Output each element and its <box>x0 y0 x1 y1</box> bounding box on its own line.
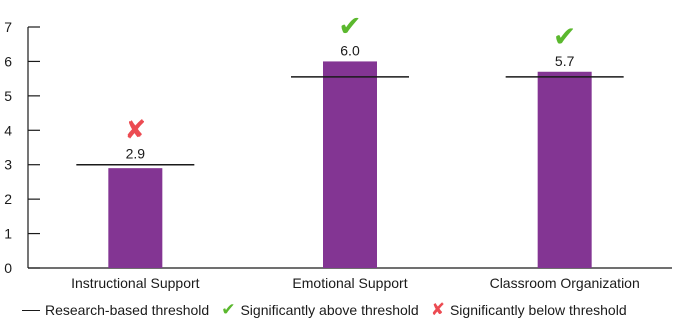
y-tick-label: 5 <box>4 88 12 104</box>
threshold-line-icon <box>22 309 40 311</box>
data-label: 6.0 <box>340 42 360 58</box>
legend-below-label: Significantly below threshold <box>449 302 627 318</box>
axes: 0 1 2 3 4 5 6 7 Instructional Support Emotional S… <box>4 19 672 291</box>
y-tick-label: 1 <box>4 226 12 242</box>
legend-threshold-label: Research-based threshold <box>45 302 210 318</box>
x-category-label: Classroom Organization <box>490 275 640 291</box>
checkmark-icon: ✔ <box>338 9 361 42</box>
y-tick-label: 6 <box>4 53 12 69</box>
legend-item-threshold: Research-based threshold <box>22 302 209 318</box>
cross-icon: ✘ <box>124 116 146 146</box>
checkmark-icon: ✔ <box>221 299 236 320</box>
bar <box>537 71 592 268</box>
y-tick-label: 3 <box>4 157 12 173</box>
threshold-and-labels: 2.9✘6.0✔5.7✔ <box>76 9 624 166</box>
legend-item-below: ✘ Significantly below threshold <box>430 299 627 320</box>
bar-chart: 0 1 2 3 4 5 6 7 Instructional Support Emotional S… <box>4 9 672 291</box>
y-tick-label: 2 <box>4 191 12 207</box>
x-category-label: Emotional Support <box>292 275 407 291</box>
data-label: 2.9 <box>126 146 146 162</box>
legend: Research-based threshold ✔ Significantly… <box>22 299 639 321</box>
y-tick-label: 4 <box>4 122 12 138</box>
x-category-label: Instructional Support <box>71 275 200 291</box>
checkmark-icon: ✔ <box>553 20 576 53</box>
cross-icon: ✘ <box>430 299 445 320</box>
data-label: 5.7 <box>555 53 575 69</box>
bars <box>108 61 592 268</box>
legend-item-above: ✔ Significantly above threshold <box>221 299 419 320</box>
y-tick-label: 7 <box>4 19 12 35</box>
bar <box>323 61 377 268</box>
y-tick-label: 0 <box>4 260 12 276</box>
legend-above-label: Significantly above threshold <box>240 302 419 318</box>
bar <box>108 168 163 268</box>
